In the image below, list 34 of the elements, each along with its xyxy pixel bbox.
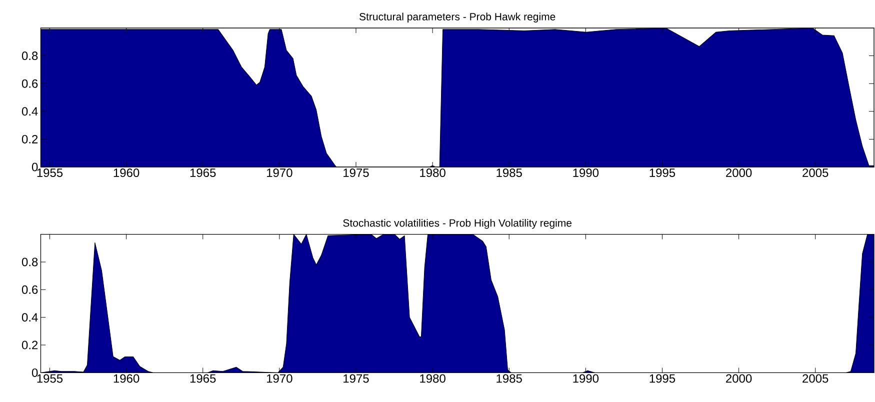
y-tick-label: 0.8: [22, 52, 38, 60]
x-tick-label: 1985: [496, 374, 522, 383]
y-tick-label: 0.6: [22, 79, 38, 88]
x-tick-label: 1960: [114, 168, 140, 178]
x-tick-label: 1990: [573, 168, 599, 178]
chart-title: Stochastic volatilities - Prob High Volatility regime: [343, 218, 572, 229]
x-tick-label: 1965: [190, 168, 216, 178]
y-tick-label: 0.8: [22, 258, 38, 266]
x-tick-label: 1980: [420, 374, 446, 383]
y-tick-label: 0.4: [22, 107, 38, 116]
x-tick-label: 1975: [344, 168, 369, 178]
x-tick-label: 1970: [266, 168, 292, 178]
x-tick-label: 1990: [573, 374, 599, 383]
y-tick-label: 0.2: [22, 134, 38, 144]
x-tick-label: 1955: [37, 374, 63, 383]
y-tick-label: 0.4: [22, 313, 38, 322]
x-tick-label: 2000: [726, 374, 752, 383]
x-tick-label: 1960: [114, 374, 140, 383]
x-tick-label: 2005: [802, 374, 828, 383]
x-tick-label: 1995: [650, 168, 676, 178]
y-tick-label: 0: [32, 368, 38, 377]
x-tick-label: 1985: [496, 168, 522, 178]
x-tick-label: 1965: [190, 374, 216, 383]
y-tick-label: 0.2: [22, 340, 38, 350]
x-tick-label: 1955: [37, 168, 63, 178]
x-tick-label: 1970: [266, 374, 292, 383]
y-tick-label: 0: [32, 162, 38, 172]
x-tick-label: 1975: [344, 374, 369, 383]
x-tick-label: 2000: [726, 168, 752, 178]
x-tick-label: 1980: [420, 168, 446, 178]
chart-title: Structural parameters - Prob Hawk regime: [360, 12, 556, 22]
y-tick-label: 0.6: [22, 285, 38, 294]
x-tick-label: 1995: [650, 374, 676, 383]
x-tick-label: 2005: [802, 168, 828, 178]
